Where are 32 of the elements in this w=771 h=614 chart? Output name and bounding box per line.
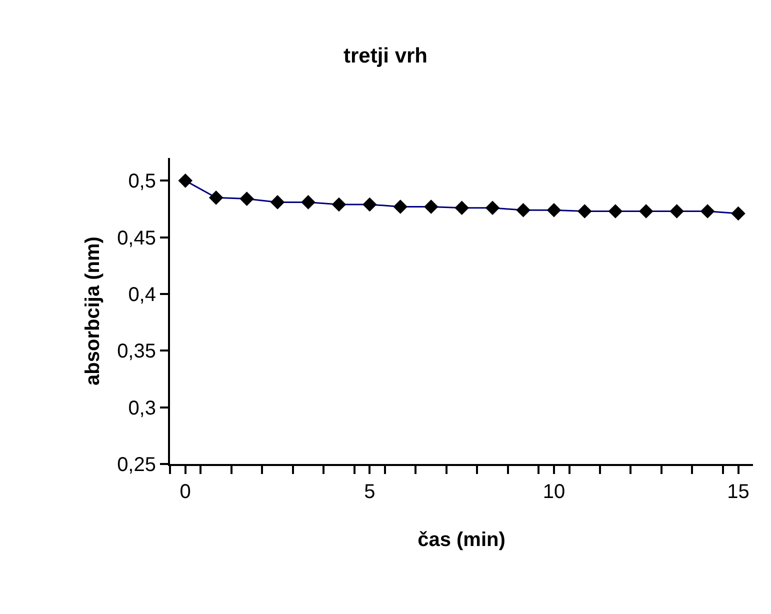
y-axis-title: absorbcija (nm) — [82, 236, 104, 386]
point — [608, 204, 623, 218]
y-tick-label: 0,35 — [117, 340, 156, 363]
point — [454, 200, 469, 216]
point — [516, 202, 530, 218]
point — [670, 204, 684, 218]
point — [240, 192, 254, 206]
point — [546, 202, 562, 218]
chart-title: tretji vrh — [343, 44, 428, 68]
point — [332, 197, 346, 212]
x-tick-label: 5 — [364, 481, 376, 503]
x-tick-label: 15 — [727, 481, 750, 503]
y-tick-label: 0,25 — [117, 454, 156, 476]
point — [301, 195, 316, 210]
point — [208, 190, 224, 205]
point — [178, 174, 193, 188]
x-tick-label: 0 — [180, 481, 191, 503]
x-tick-label: 10 — [542, 481, 566, 503]
y-tick-label: 0,5 — [128, 170, 156, 193]
point — [578, 204, 592, 218]
point — [731, 206, 746, 221]
point — [700, 204, 715, 218]
point — [424, 200, 438, 214]
point — [362, 197, 377, 212]
y-tick-label: 0,3 — [128, 397, 156, 420]
x-axis-title: čas (min) — [418, 529, 506, 551]
point — [393, 200, 408, 214]
y-tick-label: 0,4 — [128, 284, 156, 306]
point — [270, 195, 285, 210]
point — [485, 200, 500, 216]
point — [638, 204, 654, 218]
y-tick-label: 0,45 — [117, 227, 156, 250]
